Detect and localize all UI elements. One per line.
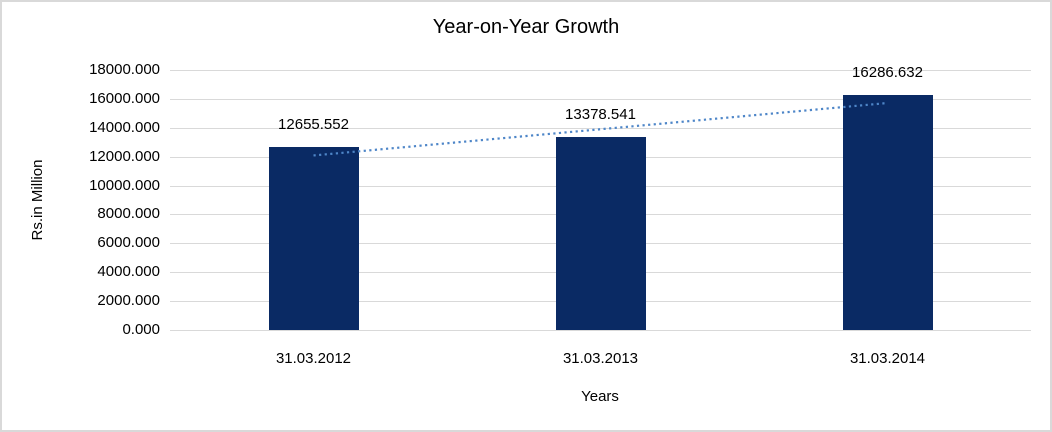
gridline — [170, 330, 1031, 331]
x-tick-label: 31.03.2014 — [849, 350, 926, 367]
x-axis-title: Years — [581, 388, 619, 405]
y-tick-label: 0.000 — [122, 321, 160, 338]
gridline — [170, 98, 1031, 100]
bar — [842, 94, 933, 330]
bar — [268, 147, 359, 330]
y-tick-label: 10000.000 — [89, 176, 160, 194]
y-tick-label: 4000.000 — [97, 263, 160, 281]
bar-value-label: 12655.552 — [278, 116, 349, 134]
y-tick-label: 16000.000 — [89, 89, 160, 107]
y-tick-label: 12000.000 — [89, 147, 160, 165]
x-tick-label: 31.03.2012 — [275, 350, 352, 367]
bar-value-label: 16286.632 — [852, 63, 923, 81]
y-tick-label: 2000.000 — [97, 292, 160, 310]
gridline — [170, 70, 1031, 71]
bar — [555, 136, 646, 330]
bar-value-label: 13378.541 — [565, 105, 636, 123]
x-tick-label: 31.03.2013 — [562, 350, 639, 367]
chart-title: Year-on-Year Growth — [432, 16, 620, 38]
y-tick-label: 6000.000 — [97, 234, 160, 252]
y-tick-label: 18000.000 — [89, 61, 160, 78]
y-tick-label: 14000.000 — [89, 118, 160, 136]
y-axis-title: Rs.in Million — [29, 159, 46, 241]
y-tick-label: 8000.000 — [97, 205, 160, 223]
